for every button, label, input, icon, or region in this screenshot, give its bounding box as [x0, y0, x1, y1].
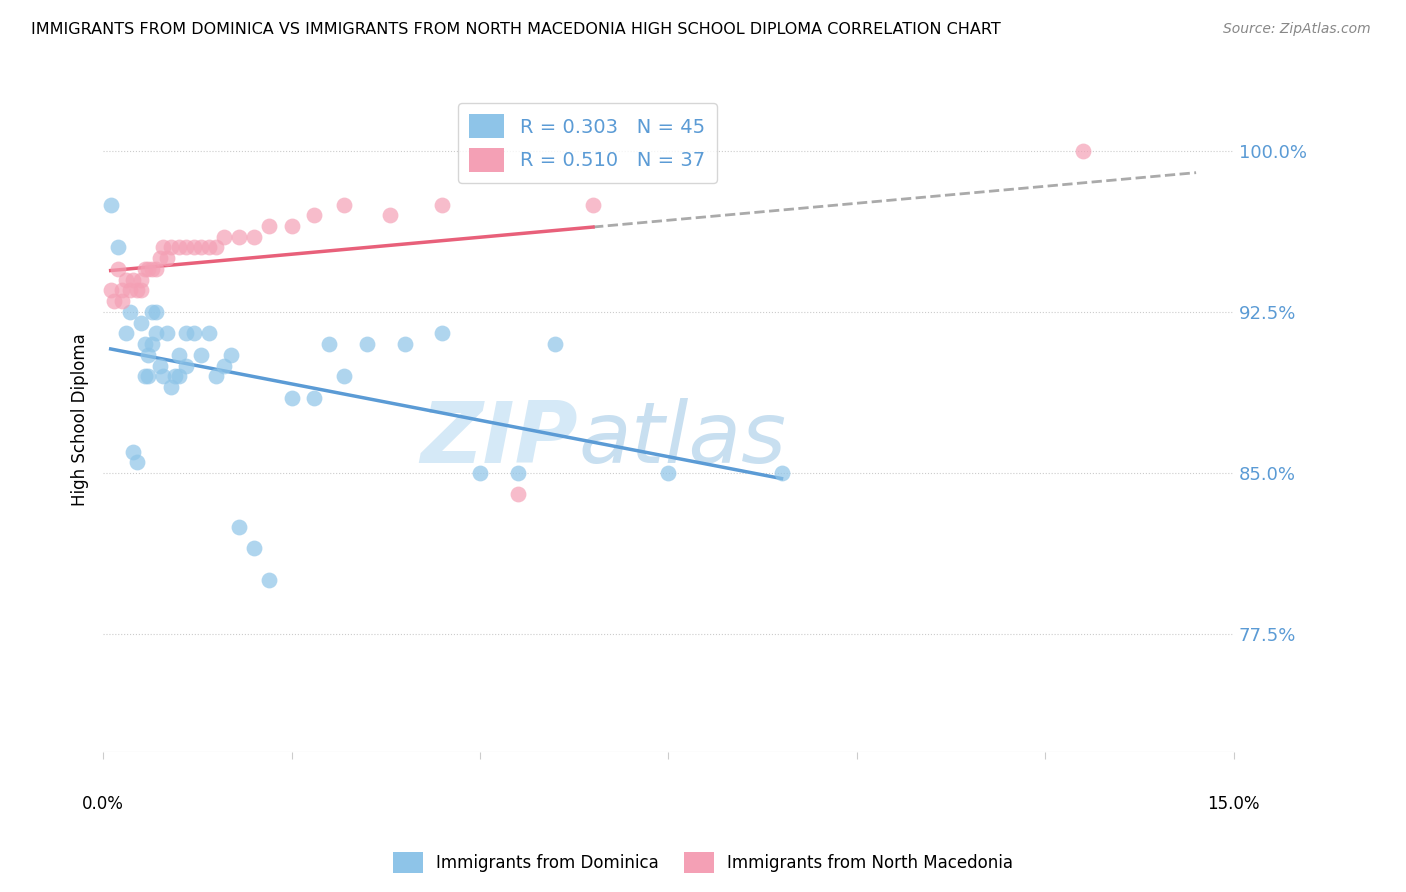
Point	[582, 197, 605, 211]
Point	[228, 229, 250, 244]
Point	[1071, 144, 1094, 158]
Point	[125, 284, 148, 298]
Point	[138, 348, 160, 362]
Point	[219, 348, 242, 362]
Point	[356, 337, 378, 351]
Point	[122, 273, 145, 287]
Point	[122, 444, 145, 458]
Point	[302, 391, 325, 405]
Point	[174, 240, 197, 254]
Text: ZIP: ZIP	[420, 398, 578, 481]
Point	[145, 326, 167, 341]
Legend: Immigrants from Dominica, Immigrants from North Macedonia: Immigrants from Dominica, Immigrants fro…	[387, 846, 1019, 880]
Point	[506, 487, 529, 501]
Point	[167, 240, 190, 254]
Point	[212, 359, 235, 373]
Point	[141, 262, 163, 277]
Point	[149, 251, 172, 265]
Text: atlas: atlas	[578, 398, 786, 481]
Point	[141, 305, 163, 319]
Text: 15.0%: 15.0%	[1208, 795, 1260, 814]
Point	[100, 197, 122, 211]
Legend: R = 0.303   N = 45, R = 0.510   N = 37: R = 0.303 N = 45, R = 0.510 N = 37	[458, 103, 717, 183]
Point	[134, 337, 156, 351]
Point	[138, 369, 160, 384]
Point	[302, 208, 325, 222]
Text: Source: ZipAtlas.com: Source: ZipAtlas.com	[1223, 22, 1371, 37]
Point	[205, 240, 228, 254]
Point	[190, 240, 212, 254]
Point	[378, 208, 401, 222]
Point	[394, 337, 416, 351]
Point	[167, 348, 190, 362]
Point	[228, 519, 250, 533]
Point	[197, 240, 219, 254]
Point	[167, 369, 190, 384]
Point	[280, 391, 302, 405]
Point	[257, 574, 280, 588]
Point	[212, 229, 235, 244]
Point	[333, 197, 356, 211]
Point	[770, 466, 793, 480]
Point	[107, 240, 129, 254]
Point	[145, 305, 167, 319]
Point	[114, 326, 136, 341]
Point	[243, 229, 266, 244]
Point	[114, 273, 136, 287]
Point	[111, 284, 134, 298]
Point	[506, 466, 529, 480]
Point	[156, 251, 179, 265]
Point	[141, 337, 163, 351]
Point	[174, 359, 197, 373]
Point	[129, 273, 152, 287]
Point	[243, 541, 266, 556]
Point	[183, 326, 205, 341]
Point	[152, 369, 174, 384]
Point	[149, 359, 172, 373]
Point	[134, 369, 156, 384]
Point	[197, 326, 219, 341]
Point	[103, 294, 125, 309]
Point	[544, 337, 567, 351]
Point	[333, 369, 356, 384]
Point	[129, 284, 152, 298]
Point	[205, 369, 228, 384]
Point	[160, 240, 183, 254]
Point	[160, 380, 183, 394]
Point	[138, 262, 160, 277]
Point	[174, 326, 197, 341]
Point	[468, 466, 491, 480]
Text: 0.0%: 0.0%	[82, 795, 124, 814]
Point	[111, 294, 134, 309]
Point	[134, 262, 156, 277]
Point	[100, 284, 122, 298]
Point	[257, 219, 280, 233]
Point	[118, 305, 141, 319]
Point	[432, 197, 454, 211]
Point	[118, 284, 141, 298]
Point	[190, 348, 212, 362]
Point	[318, 337, 340, 351]
Y-axis label: High School Diploma: High School Diploma	[72, 333, 89, 506]
Point	[163, 369, 186, 384]
Point	[183, 240, 205, 254]
Point	[129, 316, 152, 330]
Point	[280, 219, 302, 233]
Point	[107, 262, 129, 277]
Point	[432, 326, 454, 341]
Point	[156, 326, 179, 341]
Point	[145, 262, 167, 277]
Point	[152, 240, 174, 254]
Point	[125, 455, 148, 469]
Point	[657, 466, 679, 480]
Text: IMMIGRANTS FROM DOMINICA VS IMMIGRANTS FROM NORTH MACEDONIA HIGH SCHOOL DIPLOMA : IMMIGRANTS FROM DOMINICA VS IMMIGRANTS F…	[31, 22, 1001, 37]
